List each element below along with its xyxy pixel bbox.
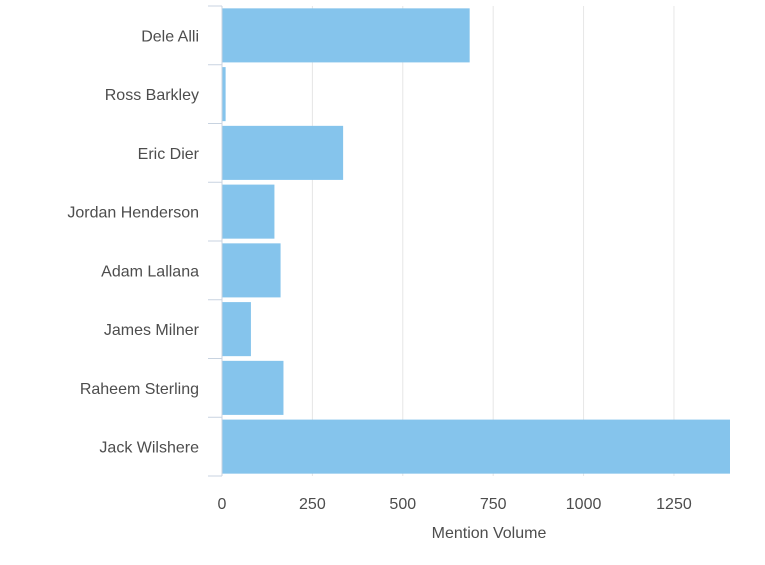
bar <box>222 360 284 415</box>
bar <box>222 67 226 122</box>
category-label: James Milner <box>104 322 200 339</box>
x-tick-label: 500 <box>389 496 416 513</box>
x-axis-title: Mention Volume <box>432 525 547 542</box>
bar <box>222 8 470 63</box>
category-label: Jordan Henderson <box>67 205 199 222</box>
category-labels: Dele Alli Ross Barkley Eric Dier Jordan Hen… <box>67 28 199 456</box>
axes <box>208 5 223 477</box>
category-label: Ross Barkley <box>105 87 199 104</box>
bar <box>222 125 344 180</box>
category-label: Eric Dier <box>138 146 200 163</box>
category-label: Dele Alli <box>141 28 199 45</box>
bars <box>222 8 730 474</box>
bar <box>222 419 730 474</box>
x-tick-label: 1000 <box>566 496 602 513</box>
bar <box>222 243 281 298</box>
category-label: Jack Wilshere <box>99 440 199 457</box>
bar <box>222 302 251 357</box>
x-tick-labels: 0 250 500 750 1000 1250 <box>218 496 692 513</box>
x-tick-label: 0 <box>218 496 227 513</box>
x-tick-label: 750 <box>480 496 507 513</box>
grid-lines <box>311 6 675 476</box>
x-tick-label: 1250 <box>656 496 692 513</box>
bar <box>222 184 275 239</box>
category-label: Adam Lallana <box>101 263 199 280</box>
x-tick-label: 250 <box>299 496 326 513</box>
category-label: Raheem Sterling <box>80 381 199 398</box>
